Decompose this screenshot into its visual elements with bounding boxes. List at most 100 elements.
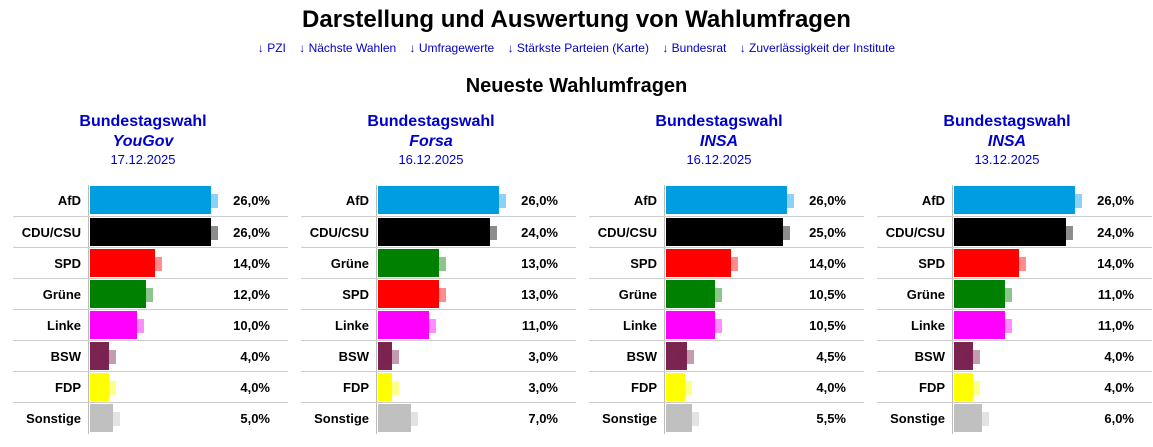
poll-election-link[interactable]: Bundestagswahl xyxy=(943,113,1071,130)
previous-result-marker xyxy=(962,350,980,364)
result-row: SPD 13,0% xyxy=(301,278,576,310)
bar-area xyxy=(88,217,228,248)
previous-result-marker xyxy=(1008,257,1026,271)
party-label: FDP xyxy=(343,380,369,395)
party-label: CDU/CSU xyxy=(885,225,945,240)
bar-area xyxy=(952,341,1092,372)
result-value: 4,0% xyxy=(240,380,270,395)
result-bar xyxy=(90,311,137,339)
result-row: Grüne 12,0% xyxy=(13,278,288,310)
result-bar xyxy=(954,218,1066,246)
party-label: BSW xyxy=(50,349,81,364)
nav-link-bundesrat[interactable]: ↓ Bundesrat xyxy=(662,41,727,55)
result-bar xyxy=(666,373,685,401)
party-label: Sonstige xyxy=(890,411,945,426)
poll-header: Bundestagswahl Forsa 16.12.2025 xyxy=(301,112,561,168)
result-bar xyxy=(666,249,731,277)
previous-result-marker xyxy=(681,412,699,426)
bar-area xyxy=(376,341,516,372)
party-label: SPD xyxy=(54,256,81,271)
bar-area xyxy=(88,279,228,310)
result-row: Sonstige 6,0% xyxy=(877,402,1152,434)
result-value: 10,5% xyxy=(809,287,846,302)
bar-area xyxy=(952,403,1092,434)
nav-link-strongest-parties-map[interactable]: ↓ Stärkste Parteien (Karte) xyxy=(507,41,649,55)
result-bar xyxy=(90,280,146,308)
previous-result-marker xyxy=(98,350,116,364)
result-value: 26,0% xyxy=(233,225,270,240)
result-row: BSW 4,0% xyxy=(13,340,288,372)
previous-result-marker xyxy=(704,319,722,333)
party-label: CDU/CSU xyxy=(21,225,81,240)
result-bar xyxy=(666,311,715,339)
party-label: SPD xyxy=(342,287,369,302)
party-label: Sonstige xyxy=(602,411,657,426)
previous-result-marker xyxy=(144,257,162,271)
bar-area xyxy=(664,341,804,372)
previous-result-marker xyxy=(720,257,738,271)
poll-institute-link[interactable]: INSA xyxy=(699,133,739,150)
poll-election-link[interactable]: Bundestagswahl xyxy=(655,113,783,130)
result-bar xyxy=(666,218,783,246)
result-bar xyxy=(954,280,1005,308)
previous-result-marker xyxy=(200,194,218,208)
result-row: CDU/CSU 24,0% xyxy=(301,216,576,248)
result-bar xyxy=(90,218,211,246)
previous-result-marker xyxy=(98,381,116,395)
result-bar xyxy=(378,311,429,339)
nav-link-next-elections[interactable]: ↓ Nächste Wahlen xyxy=(299,41,397,55)
result-bar xyxy=(666,280,715,308)
poll-election-link[interactable]: Bundestagswahl xyxy=(367,113,495,130)
result-row: SPD 14,0% xyxy=(877,247,1152,279)
nav-link-poll-values[interactable]: ↓ Umfragewerte xyxy=(409,41,495,55)
result-value: 6,0% xyxy=(1104,411,1134,426)
result-bar xyxy=(90,186,211,214)
result-bar xyxy=(90,342,109,370)
previous-result-marker xyxy=(381,381,399,395)
result-row: AfD 26,0% xyxy=(877,185,1152,216)
result-row: Grüne 11,0% xyxy=(877,278,1152,310)
bar-area xyxy=(376,372,516,403)
party-label: AfD xyxy=(921,193,945,208)
poll-institute-link[interactable]: Forsa xyxy=(409,133,453,150)
previous-result-marker xyxy=(400,412,418,426)
result-row: FDP 4,0% xyxy=(877,371,1152,403)
party-label: SPD xyxy=(918,256,945,271)
poll-date: 16.12.2025 xyxy=(686,152,752,167)
result-row: Linke 11,0% xyxy=(301,309,576,341)
party-label: SPD xyxy=(630,256,657,271)
nav-link-pzi[interactable]: ↓ PZI xyxy=(257,41,286,55)
result-bar xyxy=(666,404,692,432)
result-value: 4,5% xyxy=(816,349,846,364)
previous-result-marker xyxy=(776,194,794,208)
result-value: 4,0% xyxy=(1104,380,1134,395)
bar-area xyxy=(952,310,1092,341)
result-bar xyxy=(90,404,113,432)
result-bar xyxy=(90,249,155,277)
result-row: Sonstige 5,5% xyxy=(589,402,864,434)
result-row: BSW 4,0% xyxy=(877,340,1152,372)
result-bar xyxy=(378,373,392,401)
party-label: FDP xyxy=(631,380,657,395)
bar-area xyxy=(952,185,1092,216)
result-row: Grüne 13,0% xyxy=(301,247,576,279)
result-value: 26,0% xyxy=(809,193,846,208)
bar-area xyxy=(376,185,516,216)
result-row: CDU/CSU 25,0% xyxy=(589,216,864,248)
previous-result-marker xyxy=(1064,194,1082,208)
poll-results: AfD 26,0% CDU/CSU 24,0% SPD 14,0% Grüne 11,0% Li… xyxy=(877,185,1152,434)
previous-result-marker xyxy=(428,288,446,302)
previous-result-marker xyxy=(200,226,218,240)
poll-institute-link[interactable]: YouGov xyxy=(112,133,174,150)
party-label: Linke xyxy=(335,318,369,333)
result-value: 10,0% xyxy=(233,318,270,333)
result-value: 24,0% xyxy=(521,225,558,240)
party-label: Sonstige xyxy=(314,411,369,426)
result-bar xyxy=(954,311,1005,339)
result-value: 3,0% xyxy=(528,380,558,395)
result-row: FDP 4,0% xyxy=(589,371,864,403)
result-row: FDP 3,0% xyxy=(301,371,576,403)
nav-link-institute-reliability[interactable]: ↓ Zuverlässigkeit der Institute xyxy=(739,41,896,55)
poll-election-link[interactable]: Bundestagswahl xyxy=(79,113,207,130)
poll-institute-link[interactable]: INSA xyxy=(987,133,1027,150)
